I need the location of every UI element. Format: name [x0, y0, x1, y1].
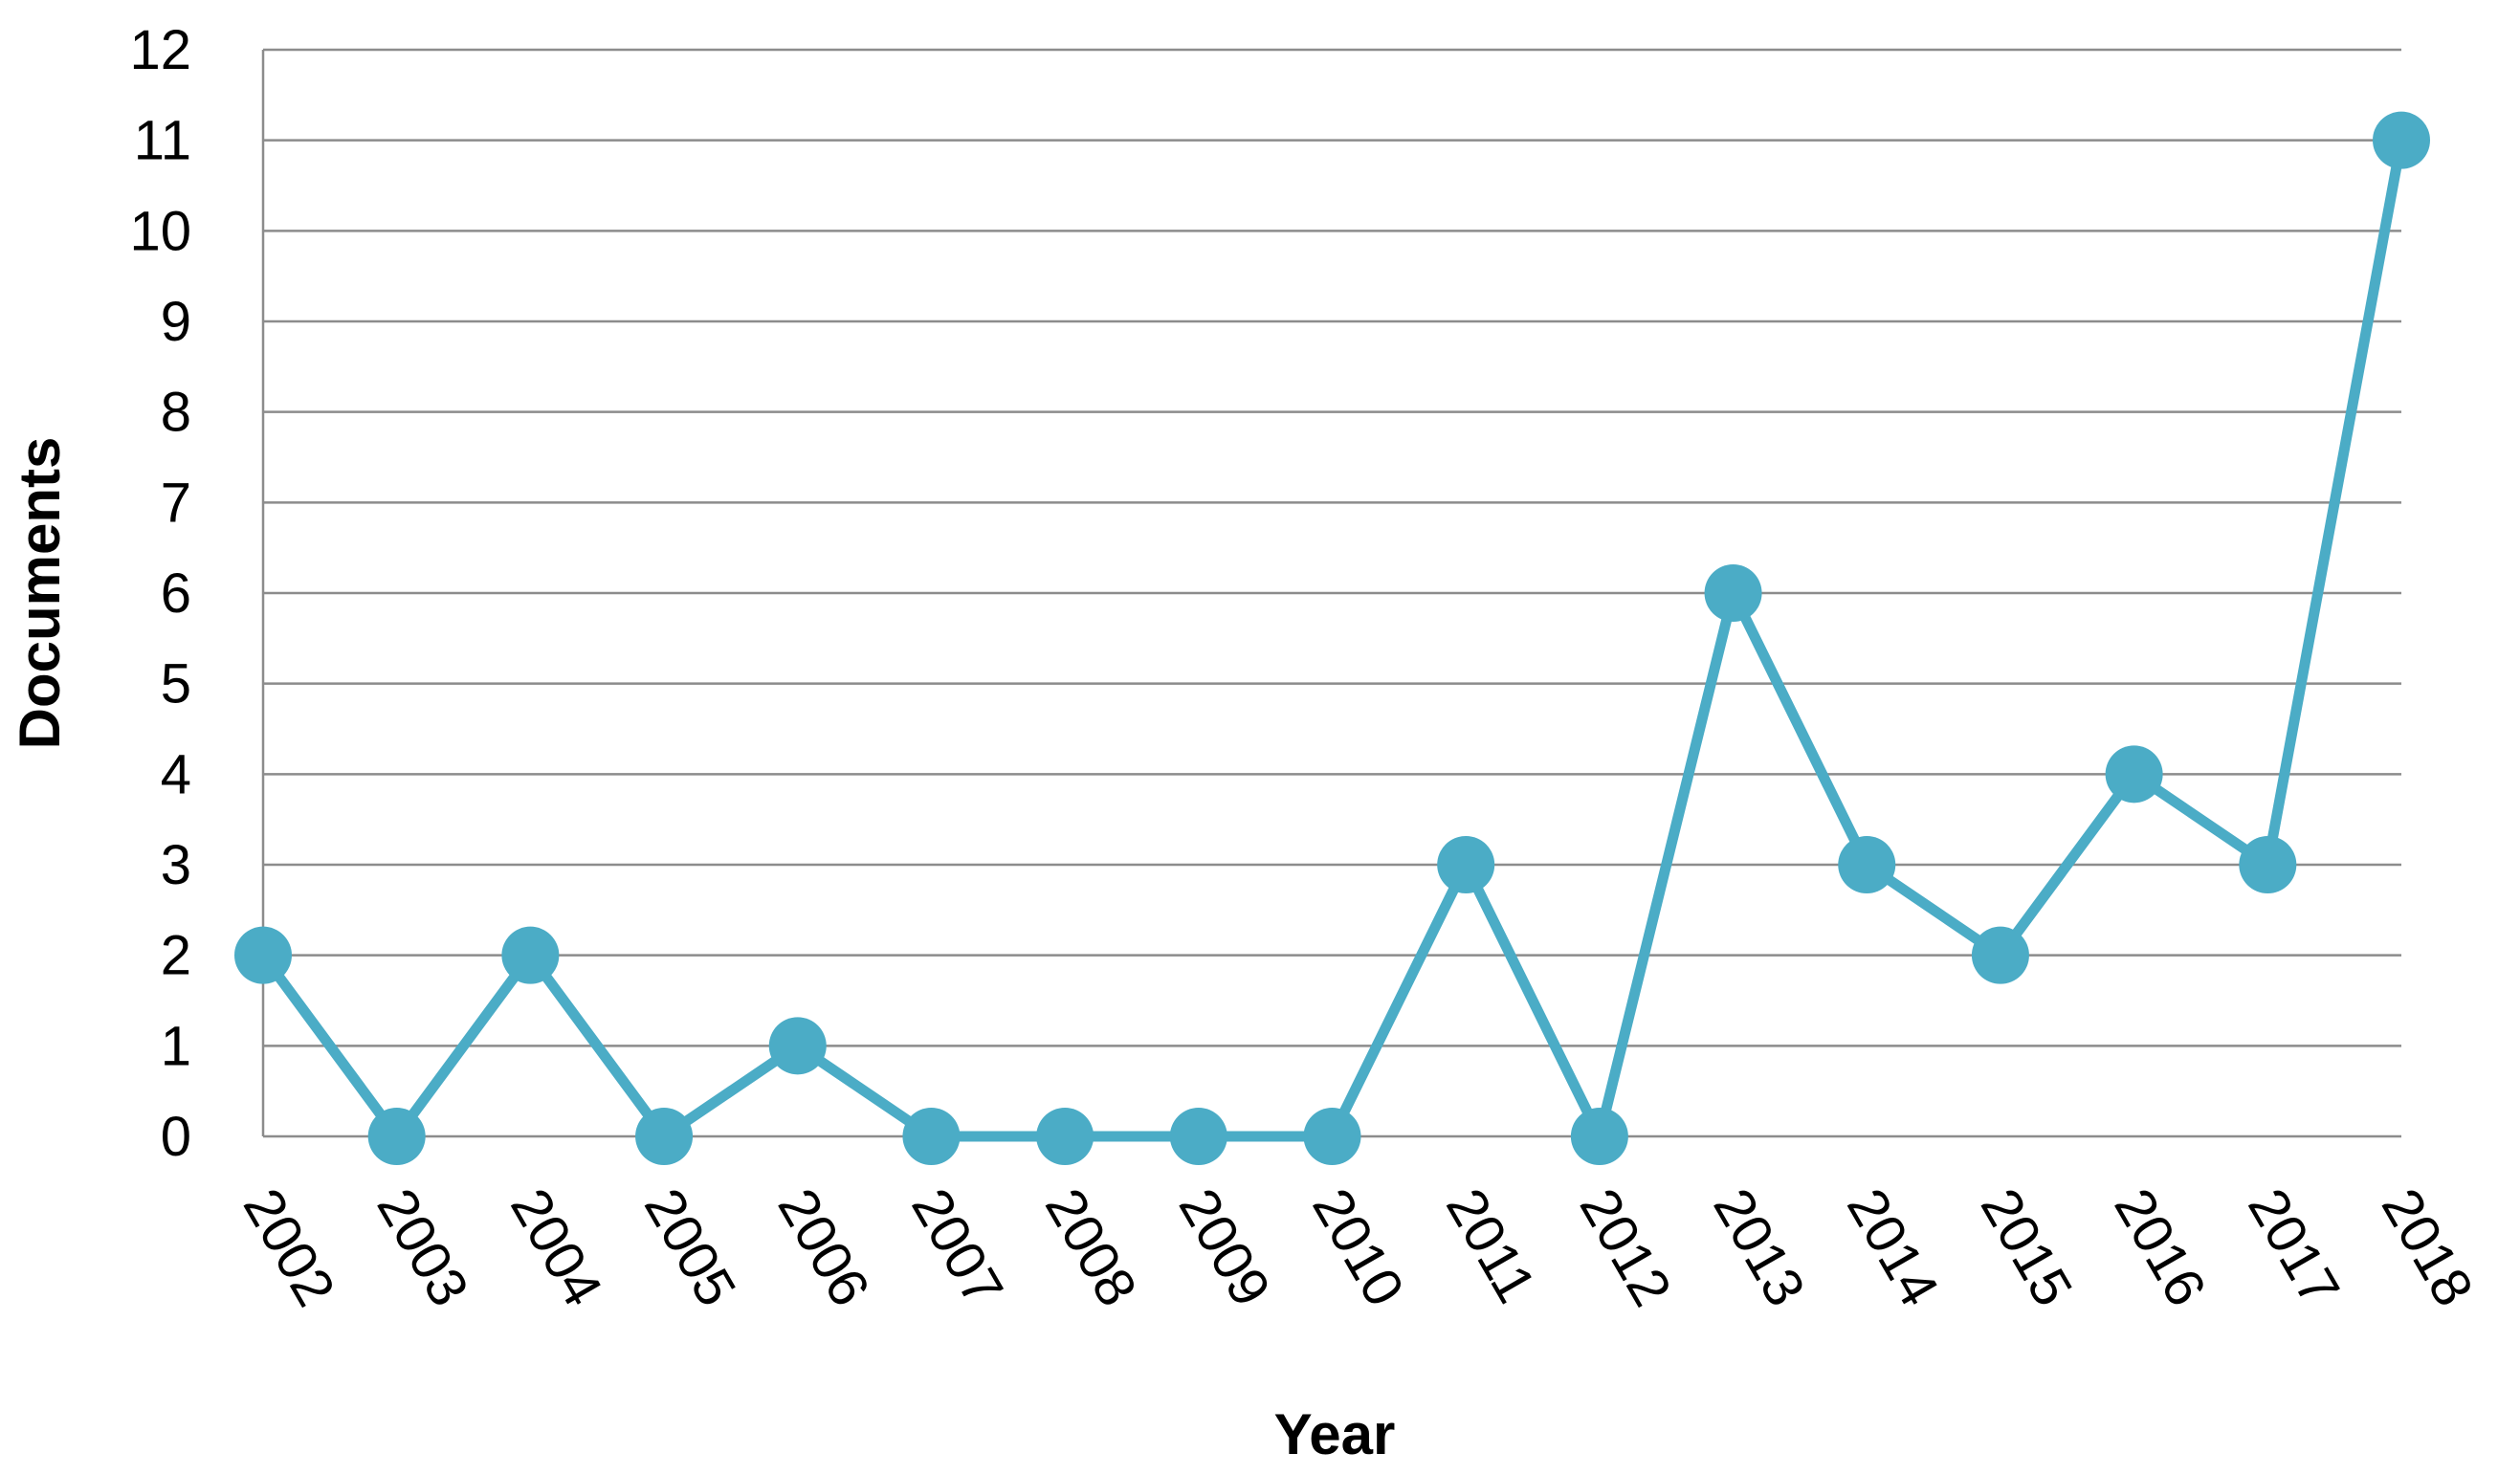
y-axis-title: Documents	[8, 437, 72, 750]
series-line	[258, 139, 2407, 1142]
series-group	[234, 111, 2430, 1165]
data-point	[902, 1108, 961, 1165]
x-tick-label: 2009	[1167, 1178, 1283, 1316]
x-tick-label: 2014	[1835, 1178, 1951, 1316]
x-tick-label: 2012	[1568, 1178, 1684, 1316]
x-tick-label: 2017	[2236, 1178, 2352, 1316]
x-tick-label: 2008	[1033, 1178, 1149, 1316]
x-tick-label: 2010	[1300, 1178, 1416, 1316]
y-tick-label: 5	[161, 653, 191, 715]
x-tick-label: 2015	[1969, 1178, 2085, 1316]
x-tick-label: 2013	[1701, 1178, 1817, 1316]
y-tick-label: 8	[161, 382, 191, 444]
data-point	[501, 926, 560, 984]
x-tick-label: 2016	[2102, 1178, 2218, 1316]
y-tick-label: 12	[129, 19, 191, 81]
x-tick-label: 2007	[899, 1178, 1015, 1316]
data-point	[1303, 1108, 1361, 1165]
x-tick-label: 2006	[765, 1178, 881, 1316]
y-tick-label: 0	[161, 1106, 191, 1168]
gridlines	[263, 48, 2401, 1138]
y-tick-label: 10	[129, 200, 191, 262]
data-point	[367, 1108, 426, 1165]
data-point	[1704, 564, 1762, 622]
x-tick-labels: 2002 2003 2004 2005 2006 2007 2008 2009 2010 2011…	[232, 1178, 2486, 1316]
y-tick-label: 11	[134, 110, 191, 172]
data-point	[1570, 1108, 1628, 1165]
x-tick-label: 2002	[232, 1178, 347, 1316]
x-tick-label: 2004	[498, 1178, 614, 1316]
x-tick-label: 2011	[1434, 1178, 1548, 1313]
data-point	[234, 926, 292, 984]
data-point	[2239, 836, 2297, 893]
x-tick-label: 2003	[365, 1178, 480, 1316]
x-axis-title: Year	[1274, 1402, 1396, 1466]
y-tick-label: 3	[161, 834, 191, 896]
y-tick-label: 2	[161, 925, 191, 987]
x-tick-label: 2005	[632, 1178, 748, 1316]
data-point	[1838, 836, 1896, 893]
data-point	[635, 1108, 694, 1165]
y-tick-label: 1	[161, 1015, 191, 1077]
data-point	[1169, 1108, 1227, 1165]
data-point	[2105, 745, 2163, 804]
data-point	[1036, 1108, 1094, 1165]
x-tick-label: 2018	[2370, 1178, 2486, 1316]
data-point	[1971, 926, 2029, 984]
y-tick-label: 9	[161, 291, 191, 353]
data-point	[1437, 836, 1495, 893]
y-tick-label: 6	[161, 562, 191, 625]
data-point	[768, 1017, 827, 1075]
y-tick-label: 4	[161, 743, 191, 805]
y-tick-label: 7	[161, 472, 191, 534]
data-point	[2373, 111, 2430, 169]
